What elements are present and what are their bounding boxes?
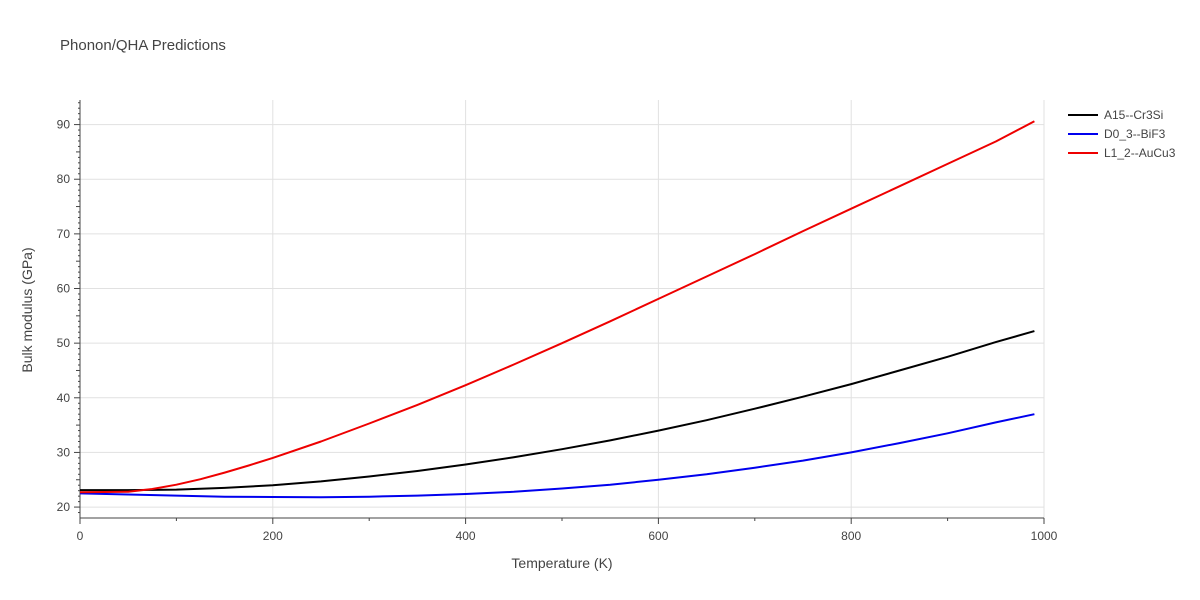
x-tick-label: 600	[648, 529, 668, 543]
y-tick-label: 40	[57, 391, 71, 405]
y-tick-label: 30	[57, 445, 71, 459]
x-axis-title: Temperature (K)	[511, 555, 612, 571]
x-tick-label: 800	[841, 529, 861, 543]
x-tick-label: 1000	[1031, 529, 1058, 543]
axes: 0 200 400 600 800 1000 20 30 40 50 60 70 80 90	[57, 100, 1058, 543]
y-tick-label: 90	[57, 118, 71, 132]
y-tick-label: 70	[57, 227, 71, 241]
legend-label: L1_2--AuCu3	[1104, 146, 1176, 160]
y-tick-label: 60	[57, 282, 71, 296]
grid	[80, 100, 1045, 518]
x-tick-label: 400	[456, 529, 476, 543]
x-tick-label: 0	[77, 529, 84, 543]
series-line-1	[79, 413, 1035, 499]
y-axis-title: Bulk modulus (GPa)	[19, 247, 35, 372]
legend-item[interactable]: D0_3--BiF3	[1068, 127, 1166, 141]
legend[interactable]: A15--Cr3Si D0_3--BiF3 L1_2--AuCu3	[1068, 108, 1176, 160]
legend-item[interactable]: A15--Cr3Si	[1068, 108, 1163, 122]
y-tick-label: 80	[57, 172, 71, 186]
series-line-0	[80, 330, 1035, 492]
legend-item[interactable]: L1_2--AuCu3	[1068, 146, 1176, 160]
x-tick-label: 200	[263, 529, 283, 543]
series-line-2	[79, 120, 1035, 494]
chart-title: Phonon/QHA Predictions	[60, 37, 226, 54]
y-tick-label: 20	[57, 500, 71, 514]
legend-label: D0_3--BiF3	[1104, 127, 1166, 141]
legend-label: A15--Cr3Si	[1104, 108, 1163, 122]
series-lines	[79, 120, 1035, 499]
y-tick-label: 50	[57, 336, 71, 350]
